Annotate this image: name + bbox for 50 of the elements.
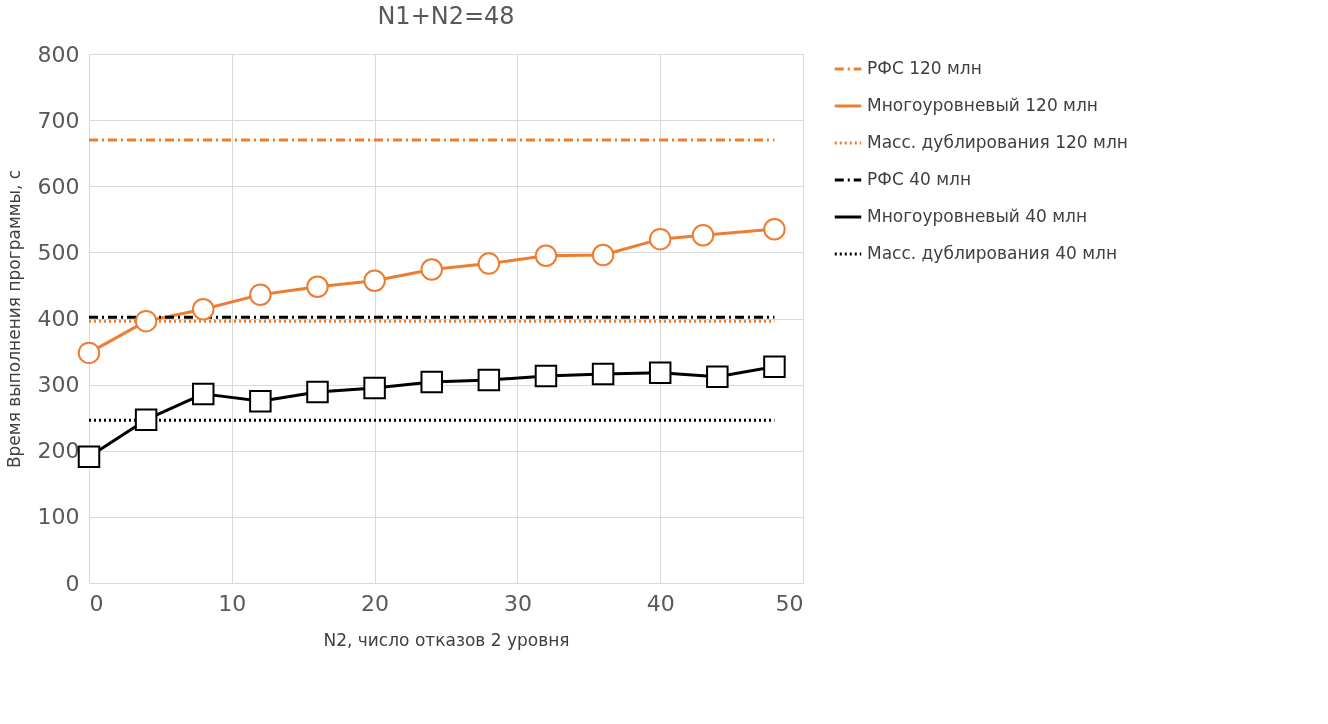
x-tick-label: 0 [89,590,104,616]
point [191,298,215,321]
y-tick-label: 600 [37,173,80,199]
x-axis-title: N2, число отказов 2 уровня [323,629,570,650]
y-axis-title: Время выполнения программы, с [3,169,24,469]
point [363,269,386,293]
point [534,364,558,388]
point [306,275,329,298]
chart-title: N1+N2=48 [377,2,515,30]
point [591,362,615,386]
x-tick-label: 10 [218,590,247,616]
y-tick-label: 100 [37,504,80,530]
point [477,368,501,392]
point [77,445,101,468]
x-tick-label: 50 [775,590,804,616]
legend-label: Масс. дублирования 40 млн [867,243,1118,263]
point [763,355,786,379]
y-tick-label: 200 [37,438,80,464]
y-tick-label: 500 [37,239,80,265]
x-tick-label: 30 [503,590,532,616]
point [648,227,672,251]
y-tick-label: 700 [37,107,80,133]
x-tick-label: 20 [361,590,390,616]
point [763,218,786,241]
point [477,252,501,275]
point [363,376,386,400]
point [77,341,101,365]
x-tick-label: 40 [646,590,675,616]
legend-label: Многоуровневый 120 млн [867,95,1098,115]
point [249,283,272,306]
point [249,389,272,413]
legend-label: РФС 40 млн [867,169,972,189]
point [420,370,443,394]
point [706,365,729,388]
point [420,258,443,281]
point [134,309,158,333]
legend-label: Многоуровневый 40 млн [867,206,1088,226]
point [306,380,329,404]
point [591,243,615,267]
y-tick-label: 0 [65,570,80,596]
legend-label: РФС 120 млн [867,58,982,78]
y-tick-label: 300 [37,372,80,398]
point [691,223,715,247]
y-tick-label: 400 [37,306,80,331]
point [191,382,215,406]
point [648,361,672,384]
point [534,244,558,267]
y-tick-label: 800 [37,41,80,67]
legend-label: Масс. дублирования 120 млн [867,132,1128,152]
point [134,408,158,431]
